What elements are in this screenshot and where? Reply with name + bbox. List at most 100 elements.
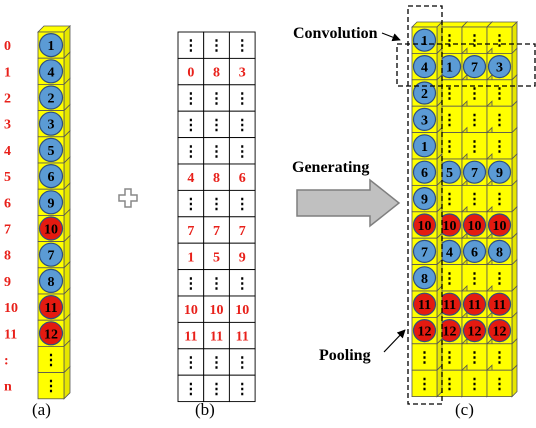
convolution-window [396,43,536,87]
table-cell [203,242,230,271]
table-cell [228,321,256,350]
cell-label: ⋮ [492,376,507,392]
table-cell-value: ⋮ [235,38,250,54]
grid-c-cell: 12 [486,311,518,345]
table-cell [203,295,230,323]
table-cell-value: 7 [213,224,220,239]
cell-label: ⋮ [467,376,482,392]
table-cell-value: ⋮ [183,144,198,160]
grid-c-first-column-cell: 11 [411,285,443,319]
table-cell-value: ⋮ [183,355,198,371]
column-a-cell: 11 [37,287,71,322]
cell-label: 12 [418,325,432,340]
grid-c-cell: 7 [461,47,493,81]
table-cell [177,137,205,165]
row-index: 1 [4,65,11,80]
red-ball [487,319,512,343]
column-a-cell: ⋮ [37,365,71,400]
table-cell-value: ⋮ [183,197,198,213]
cell-label: 10 [443,219,457,234]
table-cell-value: 10 [210,303,224,318]
cell-label: 6 [48,170,55,185]
cell-label: ⋮ [442,376,457,392]
red-ball [38,321,64,346]
blue-ball [412,134,437,158]
cell-label: ⋮ [417,350,432,366]
table-cell-value: ⋮ [209,197,224,213]
cell-label: 12 [443,325,457,340]
blue-ball [412,28,437,52]
cell-label: 7 [421,245,428,260]
grid-c-first-column-cell: 12 [411,311,443,345]
table-cell-value: 11 [184,330,197,345]
cell-label: ⋮ [492,139,507,155]
cell-label: 10 [468,219,482,234]
cell-label: 11 [418,298,431,313]
row-index: 7 [4,223,11,238]
cell-label: 9 [496,166,503,181]
cell-label: ⋮ [442,192,457,208]
table-cell-value: 7 [187,224,194,239]
column-a-cell: 8 [37,260,71,295]
table-cell [177,57,205,86]
table-cell-value: 5 [213,250,220,265]
cell-label: ⋮ [467,350,482,366]
cell-label: ⋮ [417,376,432,392]
table-cell-value: ⋮ [209,381,224,397]
cell-label: 5 [48,144,55,159]
table-cell-value: ⋮ [235,276,250,292]
grid-c-cell: ⋮ [486,179,518,213]
table-cell-value: ⋮ [183,276,198,292]
panel-c-grid: ⋮ ⋮ ⋮1 7 3⋮ ⋮ ⋮⋮ ⋮ ⋮⋮ ⋮ ⋮5 7 9⋮ ⋮ ⋮10 10 104 6 8⋮ ⋮ ⋮11 11 111… [411,21,518,398]
blue-ball [412,160,437,184]
generating-arrow [296,178,401,228]
table-cell-value: ⋮ [209,355,224,371]
blue-ball [38,268,64,293]
table-cell-value: ⋮ [209,38,224,54]
grid-c-first-column-cell: 7 [411,232,443,266]
table-cell [228,163,256,191]
table-cell [228,57,256,86]
row-index: n [4,380,12,395]
row-index: 11 [4,327,17,342]
caption-a: (a) [32,400,51,419]
cell-label: 4 [48,65,55,80]
row-index: 6 [4,196,11,211]
cell-label: 12 [493,325,507,340]
blue-ball [38,85,64,110]
blue-ball [462,160,487,184]
grid-c-cell: ⋮ [461,364,493,398]
column-a-cell: 12 [37,313,71,348]
cell-label: ⋮ [467,86,482,102]
blue-ball [38,32,64,58]
table-cell-value: ⋮ [235,197,250,213]
blue-ball [487,54,512,79]
column-a-cell: 10 [37,208,71,243]
blue-ball [412,266,437,290]
grid-c-first-column-cell: 8 [411,258,443,292]
blue-ball [462,54,487,79]
table-cell [177,295,205,323]
cell-label: 4 [446,245,453,260]
blue-ball [38,111,64,136]
table-cell [177,321,205,350]
caption-b: (b) [195,400,215,419]
cell-label: 1 [48,39,55,54]
panel-b-table: ⋮ ⋮ ⋮ 0 8 3 ⋮ ⋮ ⋮ ⋮ ⋮ ⋮ ⋮ ⋮ ⋮ 4 8 6 ⋮ ⋮ ⋮ 7 7 7 1 5 9 ⋮ ⋮ ⋮ 10 10 10 11 11… [177,31,256,403]
table-cell-value: ⋮ [183,117,198,133]
cell-label: ⋮ [442,86,457,102]
cell-label: 11 [44,301,57,316]
table-cell-value: 1 [187,250,194,265]
row-index: 8 [4,249,11,264]
pooling-label: Pooling [319,347,371,364]
table-cell-value: ⋮ [235,381,250,397]
blue-ball [487,160,512,184]
column-a-cell: 3 [37,103,71,138]
red-ball [462,292,487,316]
red-ball [38,295,64,320]
table-cell-value: 11 [210,330,223,345]
table-cell-value: ⋮ [209,117,224,133]
row-index: 9 [4,275,11,290]
cell-label: 7 [471,166,478,181]
table-cell-value: 11 [236,330,249,345]
